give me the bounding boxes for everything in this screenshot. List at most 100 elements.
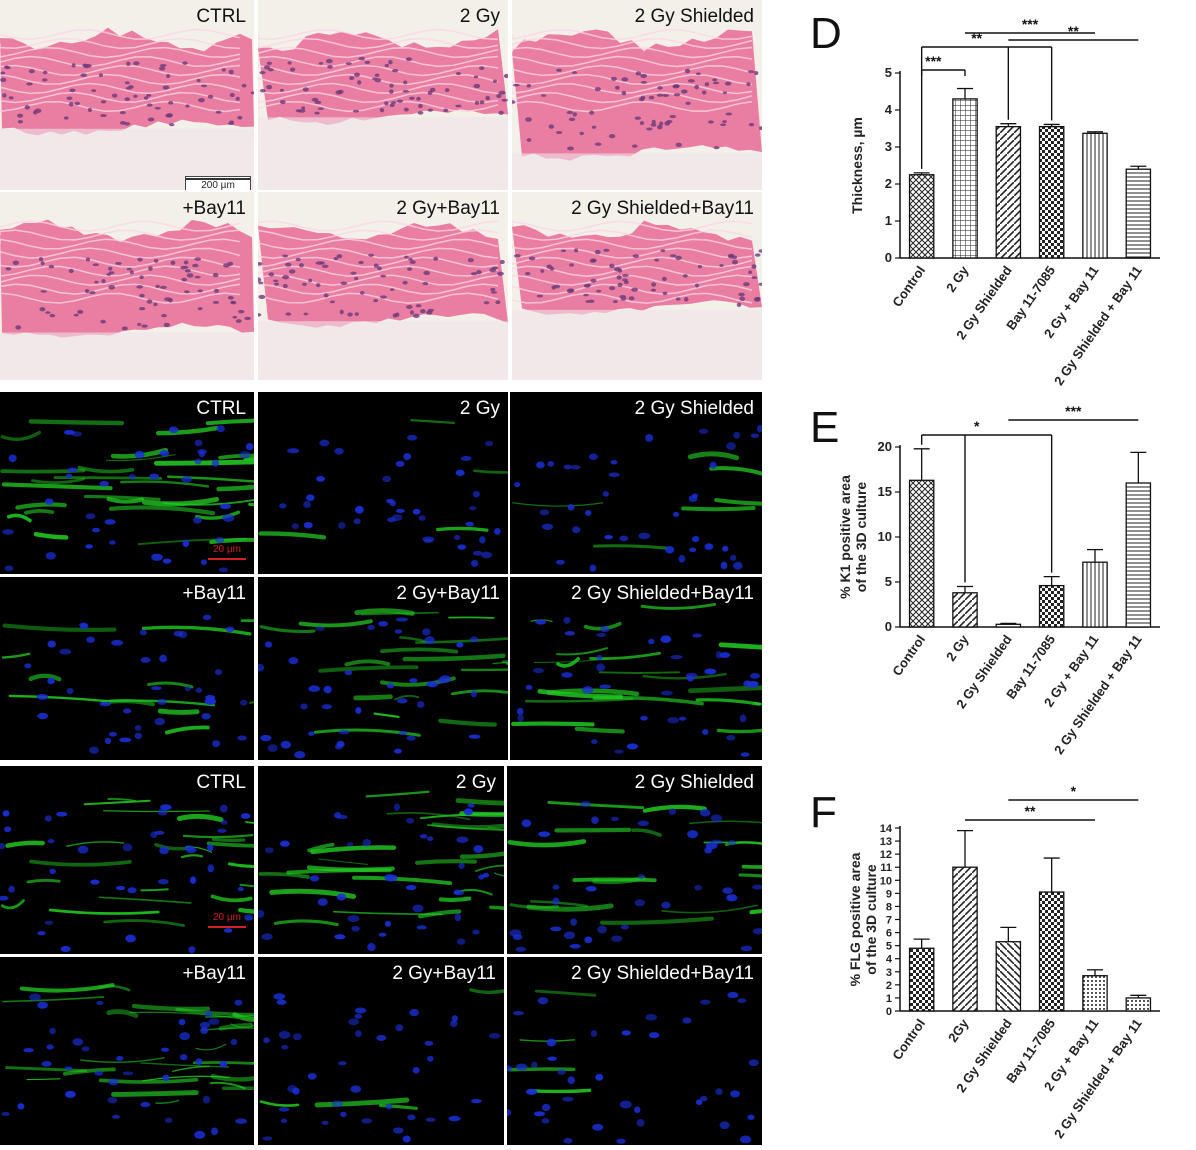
micrograph-label: +Bay11 [182,198,246,219]
micrograph-label: 2 Gy [459,398,500,419]
bar-4 [1038,126,1065,259]
micrograph-a-4: +Bay11 [0,192,254,380]
micrograph-a-2: 2 Gy [258,0,508,190]
scale-bar: 200 µm [185,176,251,190]
y-tick-label: 0 [885,250,892,265]
y-tick-label: 3 [885,139,892,154]
significance-label: * [1071,783,1077,799]
micrograph-image [258,957,504,1145]
y-tick-label: 0 [885,619,892,634]
micrograph-label: 2 Gy Shielded [634,398,754,419]
y-tick-label: 10 [880,875,892,887]
micrograph-label: +Bay11 [182,963,246,984]
bar-1 [908,947,935,1012]
y-axis-label: % K1 positive area [837,475,853,599]
y-axis-label: of the 3D culture [863,864,879,975]
bar-6 [1125,168,1152,259]
micrograph-image [0,0,254,190]
y-tick-label: 14 [880,823,893,835]
bar-2 [952,866,978,1012]
micrograph-label: CTRL [196,398,246,419]
micrograph-c-1: CTRL 20 µm [0,766,254,954]
significance-marker: *** [965,16,1095,34]
y-tick-label: 4 [885,102,893,117]
bar-3 [995,126,1022,259]
y-tick-label: 8 [886,901,892,913]
significance-label: *** [1065,403,1082,419]
y-tick-label: 1 [886,993,892,1005]
y-tick-label: 1 [885,213,892,228]
micrograph-c-6: 2 Gy Shielded+Bay11 [507,957,762,1145]
micrograph-a-5: 2 Gy+Bay11 [258,192,508,380]
y-axis-label: of the 3D culture [853,482,869,593]
micrograph-image [507,766,762,954]
micrograph-label: 2 Gy+Bay11 [396,198,500,219]
y-tick-label: 13 [880,836,892,848]
bar-5 [1082,561,1108,628]
micrograph-image [510,577,762,760]
bar-2 [952,592,978,628]
x-tick-label: Control [889,632,928,678]
scale-bar-line [208,926,246,928]
y-tick-label: 5 [885,65,892,80]
scale-bar-line [186,178,250,180]
micrograph-label: CTRL [196,6,246,27]
micrograph-c-4: +Bay11 [0,957,254,1145]
micrograph-c-5: 2 Gy+Bay11 [258,957,504,1145]
micrograph-b-4: +Bay11 [0,577,254,760]
significance-marker: *** [920,53,966,76]
x-tick-label: 2Gy [945,1015,972,1044]
micrograph-a-1: CTRL 200 µm [0,0,254,190]
micrograph-label: 2 Gy+Bay11 [392,963,496,984]
y-tick-label: 7 [886,915,892,927]
k1-area-bar-chart: E 0 5 10 15 20 % K1 positive area of the 3D cul… [790,390,1190,770]
y-tick-label: 3 [886,967,892,979]
micrograph-image [258,0,508,190]
micrograph-label: 2 Gy Shielded [634,772,754,793]
micrograph-b-3: 2 Gy Shielded [510,392,762,574]
micrograph-label: 2 Gy [455,772,496,793]
chart-svg: E 0 5 10 15 20 % K1 positive area of the 3D cul… [810,403,1160,757]
micrograph-label: +Bay11 [182,583,246,604]
micrograph-c-2: 2 Gy [258,766,504,954]
scale-bar-label: 20 µm [213,544,241,555]
micrograph-image [258,392,508,574]
micrograph-label: 2 Gy Shielded [634,6,754,27]
micrograph-label: 2 Gy+Bay11 [396,583,500,604]
bar-6 [1125,997,1152,1012]
bar-5 [1082,975,1108,1012]
scale-bar-label: 200 µm [201,180,235,190]
y-tick-label: 0 [886,1006,892,1018]
panel-letter-e: E [810,403,839,452]
micrograph-image [0,957,254,1145]
y-axis-label: Thickness, µm [849,117,865,214]
y-tick-label: 2 [886,980,892,992]
x-tick-label: 2 Gy Shielded + Bay 11 [1051,1016,1145,1141]
micrograph-label: 2 Gy Shielded+Bay11 [571,963,754,984]
micrograph-image [0,392,254,574]
micrograph-image [0,766,254,954]
x-tick-label: Control [889,1016,928,1062]
chart-svg: D 0 1 2 3 4 5 Thickness, µm Control 2 Gy 2 Gy Shie… [810,9,1160,388]
micrograph-image [507,957,762,1145]
micrograph-label: 2 Gy [459,6,500,27]
flg-area-bar-chart: F 0 1 2 3 4 5 6 7 8 9 10 11 12 13 14% FLG positive area… [790,775,1190,1145]
micrograph-image [0,192,254,380]
y-tick-label: 2 [885,176,892,191]
scale-bar-label: 20 µm [213,912,241,923]
bar-6 [1125,482,1152,628]
significance-marker: ** [1008,23,1139,41]
y-tick-label: 9 [886,888,892,900]
micrograph-b-6: 2 Gy Shielded+Bay11 [510,577,762,760]
micrograph-b-5: 2 Gy+Bay11 [258,577,508,760]
y-tick-label: 12 [880,849,892,861]
bar-1 [908,174,935,259]
bar-1 [908,479,935,628]
significance-label: ** [971,30,982,46]
micrograph-a-6: 2 Gy Shielded+Bay11 [512,192,762,380]
x-tick-label: 2 Gy Shielded + Bay 11 [1051,263,1145,388]
scale-bar: 20 µm [208,544,246,560]
significance-marker: ** [965,803,1095,821]
y-tick-label: 5 [885,574,892,589]
y-tick-label: 10 [878,529,892,544]
